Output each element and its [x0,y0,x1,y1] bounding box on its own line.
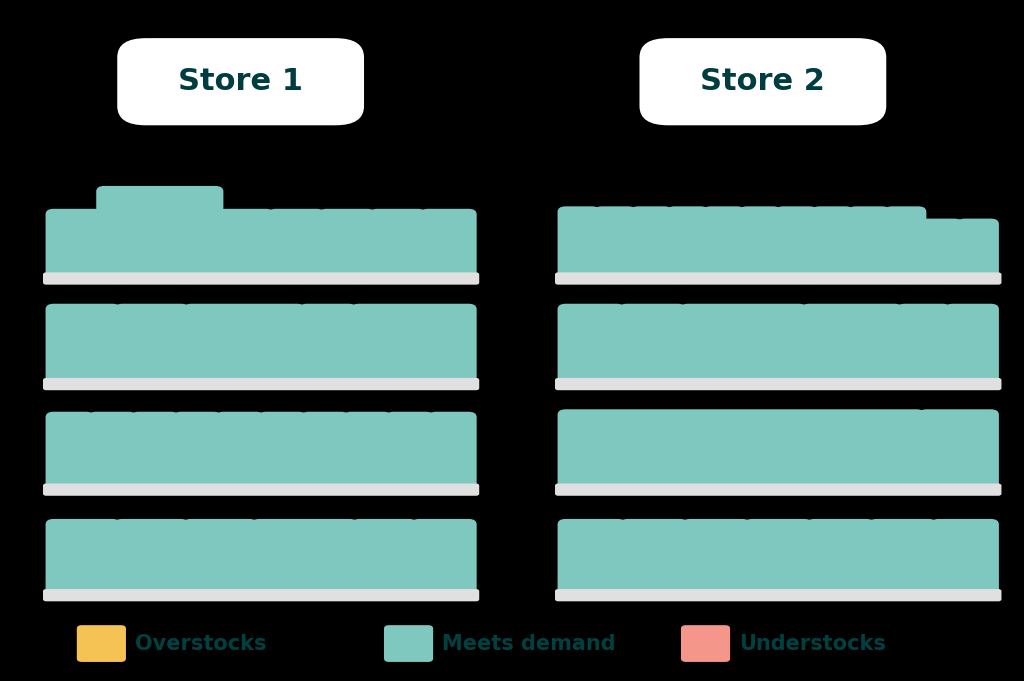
FancyBboxPatch shape [43,378,479,390]
FancyBboxPatch shape [557,409,925,490]
FancyBboxPatch shape [299,304,356,384]
FancyBboxPatch shape [173,412,221,490]
FancyBboxPatch shape [182,519,257,595]
FancyBboxPatch shape [350,304,476,384]
FancyBboxPatch shape [318,209,376,279]
FancyBboxPatch shape [681,625,730,662]
FancyBboxPatch shape [555,272,1001,285]
Text: Store 2: Store 2 [700,67,825,96]
FancyBboxPatch shape [300,412,349,490]
FancyBboxPatch shape [557,304,625,384]
FancyBboxPatch shape [956,219,998,279]
FancyBboxPatch shape [351,519,417,595]
FancyBboxPatch shape [557,519,626,595]
FancyBboxPatch shape [131,412,179,490]
FancyBboxPatch shape [618,304,686,384]
FancyBboxPatch shape [919,409,999,490]
FancyBboxPatch shape [702,206,745,279]
FancyBboxPatch shape [43,484,479,496]
FancyBboxPatch shape [420,209,476,279]
FancyBboxPatch shape [848,206,890,279]
FancyBboxPatch shape [680,304,807,384]
FancyBboxPatch shape [217,209,274,279]
FancyBboxPatch shape [801,304,902,384]
FancyBboxPatch shape [868,519,937,595]
FancyBboxPatch shape [944,304,998,384]
FancyBboxPatch shape [557,206,600,279]
FancyBboxPatch shape [268,209,325,279]
FancyBboxPatch shape [806,519,874,595]
FancyBboxPatch shape [555,484,1001,496]
FancyBboxPatch shape [428,412,476,490]
FancyBboxPatch shape [46,519,120,595]
FancyBboxPatch shape [739,206,781,279]
Text: Meets demand: Meets demand [442,633,616,654]
FancyBboxPatch shape [555,589,1001,601]
FancyBboxPatch shape [115,304,189,384]
FancyBboxPatch shape [620,519,688,595]
FancyBboxPatch shape [215,412,264,490]
FancyBboxPatch shape [921,219,963,279]
FancyBboxPatch shape [43,589,479,601]
Text: Overstocks: Overstocks [135,633,266,654]
FancyBboxPatch shape [46,209,102,279]
FancyBboxPatch shape [114,519,188,595]
FancyBboxPatch shape [896,304,950,384]
FancyBboxPatch shape [96,186,223,279]
FancyBboxPatch shape [251,519,357,595]
FancyBboxPatch shape [931,519,999,595]
FancyBboxPatch shape [77,625,126,662]
FancyBboxPatch shape [555,378,1001,390]
FancyBboxPatch shape [46,412,94,490]
FancyBboxPatch shape [411,519,476,595]
Text: Understocks: Understocks [739,633,886,654]
FancyBboxPatch shape [744,519,812,595]
FancyBboxPatch shape [43,272,479,285]
FancyBboxPatch shape [385,412,434,490]
FancyBboxPatch shape [682,519,751,595]
FancyBboxPatch shape [884,206,927,279]
FancyBboxPatch shape [183,304,305,384]
FancyBboxPatch shape [775,206,817,279]
FancyBboxPatch shape [594,206,636,279]
FancyBboxPatch shape [343,412,391,490]
FancyBboxPatch shape [117,38,365,125]
FancyBboxPatch shape [639,38,886,125]
FancyBboxPatch shape [811,206,854,279]
FancyBboxPatch shape [667,206,709,279]
FancyBboxPatch shape [630,206,673,279]
FancyBboxPatch shape [88,412,137,490]
FancyBboxPatch shape [370,209,426,279]
FancyBboxPatch shape [46,304,121,384]
Text: Store 1: Store 1 [178,67,303,96]
FancyBboxPatch shape [384,625,433,662]
FancyBboxPatch shape [258,412,306,490]
